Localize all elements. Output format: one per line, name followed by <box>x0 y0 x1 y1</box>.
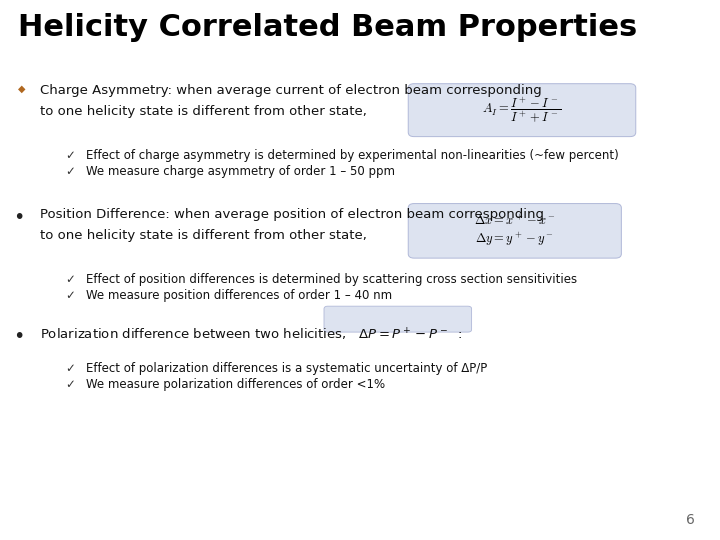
Text: ✓: ✓ <box>65 165 75 178</box>
Text: We measure polarization differences of order <1%: We measure polarization differences of o… <box>86 378 385 391</box>
Text: ✓: ✓ <box>65 273 75 286</box>
Text: ◆: ◆ <box>18 84 25 94</box>
Text: •: • <box>13 208 24 227</box>
Text: Effect of polarization differences is a systematic uncertainty of ΔP/P: Effect of polarization differences is a … <box>86 362 487 375</box>
FancyBboxPatch shape <box>408 204 621 258</box>
FancyBboxPatch shape <box>408 84 636 137</box>
Text: Effect of charge asymmetry is determined by experimental non-linearities (~few p: Effect of charge asymmetry is determined… <box>86 148 619 161</box>
Text: $A_I = \dfrac{I^+ - I^-}{I^+ + I^-}$: $A_I = \dfrac{I^+ - I^-}{I^+ + I^-}$ <box>482 96 562 125</box>
Text: •: • <box>13 327 24 346</box>
Text: Effect of position differences is determined by scattering cross section sensiti: Effect of position differences is determ… <box>86 273 577 286</box>
Text: We measure position differences of order 1 – 40 nm: We measure position differences of order… <box>86 289 392 302</box>
Text: Polarization difference between two helicities,   $\Delta P = P^+ - P^-$  :: Polarization difference between two heli… <box>40 327 462 343</box>
Text: ✓: ✓ <box>65 362 75 375</box>
Text: Position Difference: when average position of electron beam corresponding: Position Difference: when average positi… <box>40 208 544 221</box>
Text: Helicity Correlated Beam Properties: Helicity Correlated Beam Properties <box>18 14 637 43</box>
Text: 6: 6 <box>686 512 695 526</box>
Text: to one helicity state is different from other state,: to one helicity state is different from … <box>40 230 366 242</box>
Text: We measure charge asymmetry of order 1 – 50 ppm: We measure charge asymmetry of order 1 –… <box>86 165 395 178</box>
Text: to one helicity state is different from other state,: to one helicity state is different from … <box>40 105 366 118</box>
Text: ✓: ✓ <box>65 148 75 161</box>
FancyBboxPatch shape <box>324 306 472 332</box>
Text: ✓: ✓ <box>65 289 75 302</box>
Text: $\Delta x = x^+ - x^-$
$\Delta y = y^+ - y^-$: $\Delta x = x^+ - x^-$ $\Delta y = y^+ -… <box>474 214 556 248</box>
Text: ✓: ✓ <box>65 378 75 391</box>
Text: Charge Asymmetry: when average current of electron beam corresponding: Charge Asymmetry: when average current o… <box>40 84 541 97</box>
